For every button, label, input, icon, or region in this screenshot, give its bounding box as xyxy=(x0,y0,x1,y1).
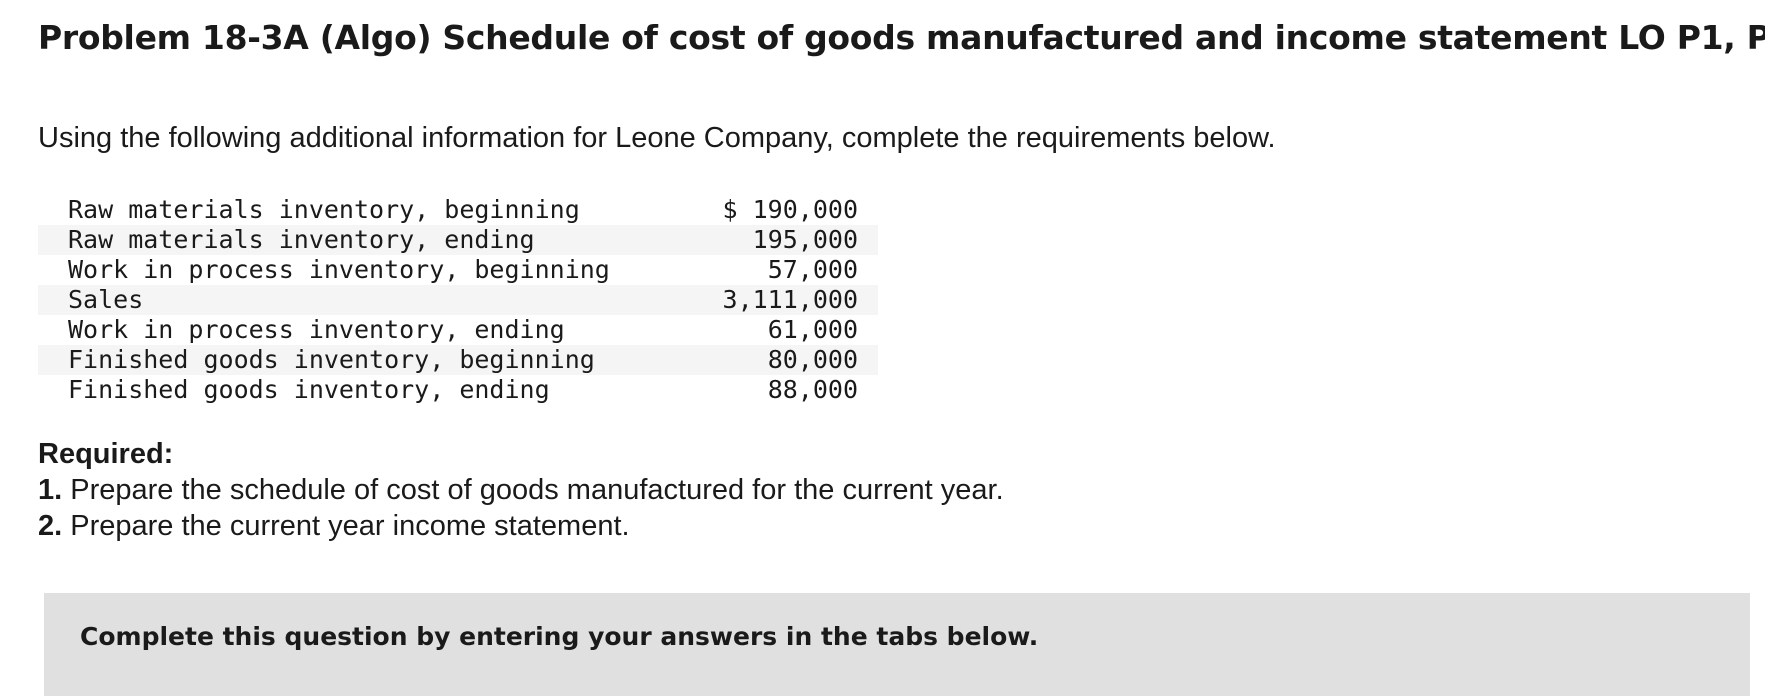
data-row: Work in process inventory, beginning 57,… xyxy=(38,255,878,285)
data-row-value: $ 190,000 xyxy=(722,195,858,224)
data-row: Work in process inventory, ending 61,000 xyxy=(38,315,878,345)
data-row-label: Raw materials inventory, beginning xyxy=(68,195,580,224)
data-row-label: Work in process inventory, ending xyxy=(68,315,565,344)
data-row: Finished goods inventory, beginning 80,0… xyxy=(38,345,878,375)
instruction-banner: Complete this question by entering your … xyxy=(44,593,1750,696)
requirement-item: 2. Prepare the current year income state… xyxy=(38,508,1004,544)
instruction-text: Complete this question by entering your … xyxy=(80,622,1039,651)
requirements-heading: Required: xyxy=(38,438,174,470)
data-row-label: Finished goods inventory, beginning xyxy=(68,345,595,374)
data-row-label: Raw materials inventory, ending xyxy=(68,225,535,254)
data-row-value: 88,000 xyxy=(767,375,858,404)
data-row-value: 3,111,000 xyxy=(722,285,858,314)
data-row: Raw materials inventory, ending 195,000 xyxy=(38,225,878,255)
data-row-label: Work in process inventory, beginning xyxy=(68,255,610,284)
data-row-label: Sales xyxy=(68,285,144,314)
data-row-label: Finished goods inventory, ending xyxy=(68,375,550,404)
inventory-data-table: Raw materials inventory, beginning $ 190… xyxy=(38,195,878,405)
data-row-value: 195,000 xyxy=(752,225,858,254)
requirement-text: Prepare the schedule of cost of goods ma… xyxy=(70,474,1004,506)
data-row: Raw materials inventory, beginning $ 190… xyxy=(38,195,878,225)
requirement-number: 1. xyxy=(38,474,63,506)
requirement-text: Prepare the current year income statemen… xyxy=(70,510,630,542)
data-row-value: 57,000 xyxy=(767,255,858,284)
requirement-item: 1. Prepare the schedule of cost of goods… xyxy=(38,472,1004,508)
data-row: Finished goods inventory, ending 88,000 xyxy=(38,375,878,405)
requirements-section: Required: 1. Prepare the schedule of cos… xyxy=(38,436,1004,544)
data-row-value: 80,000 xyxy=(767,345,858,374)
problem-title: Problem 18-3A (Algo) Schedule of cost of… xyxy=(38,18,1765,57)
data-row: Sales 3,111,000 xyxy=(38,285,878,315)
data-row-value: 61,000 xyxy=(767,315,858,344)
requirement-number: 2. xyxy=(38,510,63,542)
problem-intro: Using the following additional informati… xyxy=(38,122,1276,154)
